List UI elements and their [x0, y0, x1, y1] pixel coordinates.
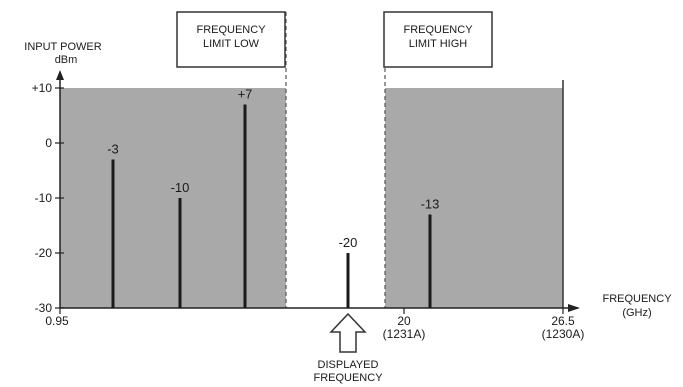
- displayed-frequency-arrow: [329, 312, 367, 353]
- signals: -3 -10 +7 -20 -13: [107, 87, 440, 308]
- limit-high-line2: LIMIT HIGH: [409, 38, 468, 50]
- y-tick-label: -30: [35, 301, 53, 315]
- signal-label: -13: [421, 197, 440, 212]
- shaded-region-1: [60, 88, 286, 308]
- displayed-label-line1: DISPLAYED: [318, 359, 379, 371]
- limit-high-line1: FREQUENCY: [403, 24, 473, 36]
- limit-high-box: [383, 11, 493, 68]
- x-tick-label: 20: [397, 314, 411, 328]
- y-axis-arrow: [56, 70, 64, 80]
- signal-label: -3: [107, 142, 119, 157]
- signal-label: +7: [238, 87, 253, 102]
- displayed-label-line2: FREQUENCY: [313, 372, 383, 384]
- y-tick-label: +10: [32, 81, 53, 95]
- limit-low-line2: LIMIT LOW: [203, 38, 260, 50]
- x-tick-label: 26.5: [551, 314, 575, 328]
- x-axis-unit: (GHz): [622, 307, 651, 319]
- x-axis-arrow: [568, 304, 580, 312]
- x-axis-title: FREQUENCY: [602, 293, 672, 305]
- x-tick-sublabel: (1231A): [383, 327, 426, 341]
- signal-label: -10: [171, 180, 190, 195]
- x-tick-sublabel: (1230A): [542, 327, 585, 341]
- limit-low-box: [176, 11, 286, 68]
- y-tick-label: -20: [35, 246, 53, 260]
- shaded-region-2: [385, 88, 563, 308]
- y-axis-title: INPUT POWER: [24, 41, 101, 53]
- axes: [55, 70, 580, 314]
- x-tick-label: 0.95: [45, 314, 69, 328]
- y-tick-label: -10: [35, 191, 53, 205]
- limit-low-line1: FREQUENCY: [196, 24, 266, 36]
- signal-label: -20: [339, 235, 358, 250]
- y-tick-label: 0: [45, 136, 52, 150]
- shaded-regions: [60, 12, 564, 308]
- y-axis-unit: dBm: [55, 54, 78, 66]
- tick-labels: +10 0 -10 -20 -300.95 20(1231A) 26.5(1230A): [32, 81, 585, 341]
